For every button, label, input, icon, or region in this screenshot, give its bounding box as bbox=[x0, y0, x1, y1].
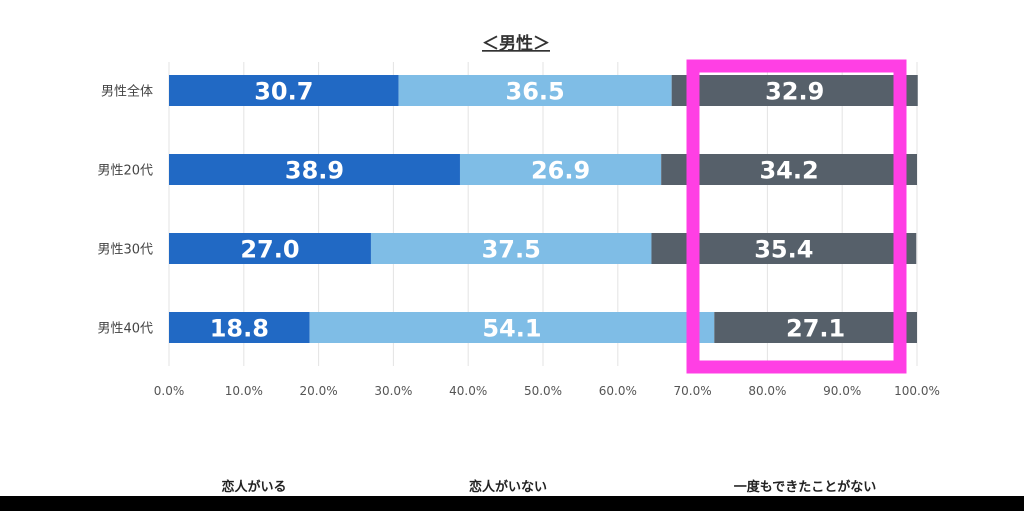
tick-label: 20.0% bbox=[300, 384, 338, 398]
bar-segment bbox=[671, 75, 918, 106]
data-label: 26.9 bbox=[531, 157, 590, 185]
bottom-black-band bbox=[0, 496, 1024, 511]
data-label: 37.5 bbox=[482, 236, 541, 264]
tick-label: 100.0% bbox=[894, 384, 940, 398]
tick-label: 10.0% bbox=[225, 384, 263, 398]
bar-segment bbox=[169, 75, 399, 106]
tick-label: 70.0% bbox=[674, 384, 712, 398]
bar-segment bbox=[169, 312, 310, 343]
category-label: 男性40代 bbox=[97, 322, 153, 337]
bar-segment bbox=[398, 75, 672, 106]
tick-label: 60.0% bbox=[599, 384, 637, 398]
bar-segment bbox=[309, 312, 715, 343]
bar-segment bbox=[661, 154, 917, 185]
legend-entry: 恋人がいる bbox=[221, 479, 286, 495]
bar-segment bbox=[370, 233, 652, 264]
data-label: 36.5 bbox=[506, 78, 565, 106]
data-label: 34.2 bbox=[759, 157, 818, 185]
category-label: 男性全体 bbox=[101, 84, 153, 100]
data-label: 18.8 bbox=[210, 315, 269, 343]
chart-title: ＜男性＞ bbox=[482, 33, 550, 54]
data-label: 27.1 bbox=[786, 315, 845, 343]
legend-entry: 一度もできたことがない bbox=[734, 479, 876, 495]
data-label: 27.0 bbox=[240, 236, 299, 264]
category-label: 男性20代 bbox=[97, 164, 153, 179]
data-label: 32.9 bbox=[765, 78, 824, 106]
bar-segment bbox=[169, 233, 371, 264]
bar-segment bbox=[714, 312, 917, 343]
category-label: 男性30代 bbox=[97, 243, 153, 258]
tick-label: 30.0% bbox=[374, 384, 412, 398]
data-label: 54.1 bbox=[482, 315, 541, 343]
tick-label: 40.0% bbox=[449, 384, 487, 398]
highlight-box bbox=[686, 59, 907, 374]
bar-segment bbox=[459, 154, 662, 185]
data-label: 35.4 bbox=[754, 236, 813, 264]
tick-label: 80.0% bbox=[748, 384, 786, 398]
data-label: 30.7 bbox=[254, 78, 313, 106]
tick-label: 90.0% bbox=[823, 384, 861, 398]
tick-label: 50.0% bbox=[524, 384, 562, 398]
bar-segment bbox=[169, 154, 460, 185]
data-label: 38.9 bbox=[285, 157, 344, 185]
tick-label: 0.0% bbox=[154, 384, 185, 398]
legend-entry: 恋人がいない bbox=[469, 479, 547, 495]
